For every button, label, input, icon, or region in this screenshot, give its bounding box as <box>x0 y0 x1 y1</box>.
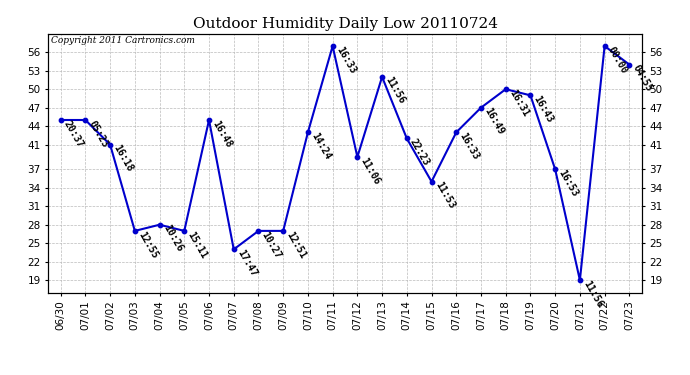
Text: 16:43: 16:43 <box>532 94 555 124</box>
Text: 11:56: 11:56 <box>384 75 407 106</box>
Text: 16:49: 16:49 <box>482 106 506 137</box>
Point <box>550 166 561 172</box>
Title: Outdoor Humidity Daily Low 20110724: Outdoor Humidity Daily Low 20110724 <box>193 17 497 31</box>
Text: 00:00: 00:00 <box>606 45 629 75</box>
Text: 17:47: 17:47 <box>235 248 259 278</box>
Point <box>327 43 338 49</box>
Text: 16:18: 16:18 <box>112 143 135 174</box>
Text: 14:24: 14:24 <box>309 131 333 161</box>
Text: 20:37: 20:37 <box>62 118 86 149</box>
Text: 10:27: 10:27 <box>260 230 283 260</box>
Point <box>105 142 116 148</box>
Point <box>80 117 91 123</box>
Text: 12:55: 12:55 <box>136 230 159 260</box>
Text: 11:06: 11:06 <box>359 156 382 186</box>
Point <box>377 74 388 80</box>
Text: 10:26: 10:26 <box>161 224 184 254</box>
Point <box>352 154 363 160</box>
Text: 16:53: 16:53 <box>557 168 580 198</box>
Point <box>302 129 313 135</box>
Point <box>599 43 610 49</box>
Text: 22:23: 22:23 <box>408 137 431 168</box>
Point <box>624 62 635 68</box>
Point <box>204 117 215 123</box>
Point <box>451 129 462 135</box>
Point <box>426 178 437 184</box>
Text: 15:11: 15:11 <box>186 230 209 260</box>
Point <box>574 277 585 283</box>
Text: 16:31: 16:31 <box>507 88 531 118</box>
Text: 04:55: 04:55 <box>631 63 654 94</box>
Text: Copyright 2011 Cartronics.com: Copyright 2011 Cartronics.com <box>51 36 195 45</box>
Point <box>154 222 165 228</box>
Text: 16:48: 16:48 <box>210 118 234 149</box>
Point <box>179 228 190 234</box>
Text: 11:53: 11:53 <box>433 180 456 211</box>
Point <box>228 246 239 252</box>
Point <box>525 92 536 98</box>
Point <box>55 117 66 123</box>
Point <box>500 86 511 92</box>
Point <box>475 105 486 111</box>
Text: 12:51: 12:51 <box>284 230 308 260</box>
Text: 16:33: 16:33 <box>334 45 357 75</box>
Text: 16:33: 16:33 <box>457 131 481 161</box>
Text: 11:56: 11:56 <box>581 279 604 309</box>
Text: 05:23: 05:23 <box>87 118 110 149</box>
Point <box>402 135 413 141</box>
Point <box>129 228 140 234</box>
Point <box>253 228 264 234</box>
Point <box>277 228 288 234</box>
